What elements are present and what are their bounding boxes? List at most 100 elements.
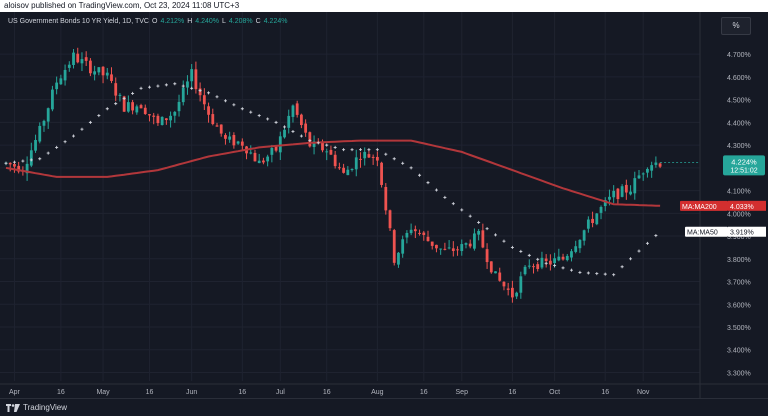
- candle-body-78: [333, 154, 337, 167]
- candle-body-69: [295, 103, 299, 115]
- ma200-name-badge: [680, 200, 728, 211]
- ma50-marker-152: [645, 241, 649, 245]
- candle-body-140: [595, 213, 599, 225]
- ma50-marker-128: [544, 261, 548, 265]
- ma50-marker-46: [198, 89, 202, 93]
- candle-body-21: [93, 71, 97, 75]
- candle-body-116: [494, 271, 497, 274]
- ma50-marker-150: [637, 249, 641, 253]
- price-chart[interactable]: 4.700%4.600%4.500%4.400%4.300%4.200%4.10…: [0, 12, 768, 398]
- ma50-marker-144: [612, 273, 616, 277]
- ma50-marker-78: [333, 145, 337, 149]
- candle-body-118: [502, 281, 506, 287]
- candle-body-19: [84, 57, 88, 61]
- ma50-marker-32: [139, 86, 143, 90]
- ma50-marker-84: [358, 148, 362, 152]
- tradingview-logo: TradingView: [6, 399, 67, 416]
- ma50-marker-104: [443, 195, 447, 199]
- candle-body-76: [325, 151, 329, 153]
- candle-body-93: [397, 252, 400, 265]
- candle-body-98: [418, 232, 421, 234]
- ma50-marker-124: [527, 253, 531, 257]
- ma50-marker-140: [595, 272, 599, 276]
- y-tick-label-11: 3.600%: [727, 302, 751, 309]
- ma50-marker-36: [156, 84, 160, 88]
- ma50-marker-54: [232, 103, 236, 107]
- candle-body-23: [101, 66, 105, 76]
- ma50-marker-90: [384, 152, 388, 156]
- ma50-marker-118: [502, 239, 506, 243]
- price-scale-unit[interactable]: %: [721, 17, 751, 35]
- published-header: aloisov published on TradingView.com, Oc…: [0, 0, 768, 12]
- candle-body-95: [405, 232, 409, 238]
- candle-body-25: [110, 74, 113, 81]
- ma50-marker-130: [553, 264, 557, 268]
- candle-body-8: [38, 125, 42, 142]
- candle-body-155: [658, 163, 662, 167]
- x-tick-label-13: 16: [601, 389, 609, 396]
- candle-body-1: [8, 162, 12, 165]
- y-tick-label-8: 3.900%: [727, 234, 751, 241]
- ma50-marker-132: [561, 266, 565, 270]
- candle-body-62: [266, 156, 270, 162]
- candle-body-59: [253, 152, 257, 162]
- y-tick-label-3: 4.400%: [727, 120, 751, 127]
- ma50-marker-106: [451, 202, 455, 206]
- x-tick-label-7: 16: [323, 389, 331, 396]
- ma50-marker-154: [654, 234, 658, 238]
- candle-body-106: [451, 248, 455, 251]
- candle-body-45: [194, 69, 198, 90]
- candle-body-152: [646, 168, 649, 173]
- candle-body-80: [342, 167, 345, 173]
- ma50-marker-2: [12, 160, 16, 164]
- ma50-marker-62: [266, 117, 270, 121]
- ma50-marker-10: [46, 151, 50, 155]
- ma50-marker-76: [325, 143, 329, 147]
- candle-body-32: [139, 105, 143, 109]
- candle-body-64: [274, 146, 278, 151]
- chart-frame[interactable]: US Government Bonds 10 YR Yield, 1D, TVC…: [0, 12, 768, 398]
- ma50-marker-92: [392, 157, 396, 161]
- high-value: 4.240%: [195, 18, 219, 25]
- ma50-marker-108: [460, 208, 464, 212]
- last-price-countdown: 12:51:02: [730, 167, 757, 174]
- last-price-badge: [723, 155, 765, 176]
- ma50-value-label: 3.919%: [730, 230, 754, 237]
- ma50-marker-60: [257, 114, 261, 118]
- candle-body-124: [527, 265, 531, 267]
- x-tick-label-4: Jun: [186, 389, 197, 396]
- ma50-marker-4: [21, 159, 25, 163]
- candle-body-11: [51, 89, 54, 110]
- ma50-marker-38: [164, 83, 168, 87]
- candle-body-151: [641, 173, 645, 175]
- ma50-marker-66: [283, 125, 287, 129]
- candle-body-150: [637, 175, 641, 179]
- candle-body-127: [540, 257, 544, 268]
- candle-body-29: [126, 102, 130, 112]
- ma50-marker-134: [569, 268, 573, 272]
- candle-body-60: [257, 160, 261, 164]
- candle-body-97: [413, 229, 417, 232]
- candle-body-108: [460, 244, 464, 252]
- candle-body-113: [481, 230, 485, 248]
- candle-body-28: [122, 96, 126, 112]
- candle-body-18: [80, 59, 84, 64]
- ma50-marker-142: [603, 272, 607, 276]
- candle-body-94: [401, 239, 405, 254]
- candle-body-24: [105, 72, 109, 76]
- candle-body-130: [553, 258, 556, 263]
- candle-body-54: [232, 135, 236, 146]
- ma50-marker-26: [114, 102, 118, 106]
- ma50-marker-88: [375, 148, 379, 152]
- candle-body-48: [207, 106, 210, 115]
- open-label: O: [151, 18, 158, 25]
- candle-body-31: [135, 106, 139, 113]
- ma50-marker-96: [409, 166, 413, 170]
- candle-body-13: [59, 78, 63, 85]
- ma50-marker-68: [291, 129, 295, 133]
- open-value: 4.212%: [160, 18, 185, 25]
- candle-body-82: [350, 168, 354, 170]
- ma200-value-label: 4.033%: [730, 204, 754, 211]
- candle-body-73: [312, 141, 316, 147]
- candle-body-115: [489, 261, 493, 273]
